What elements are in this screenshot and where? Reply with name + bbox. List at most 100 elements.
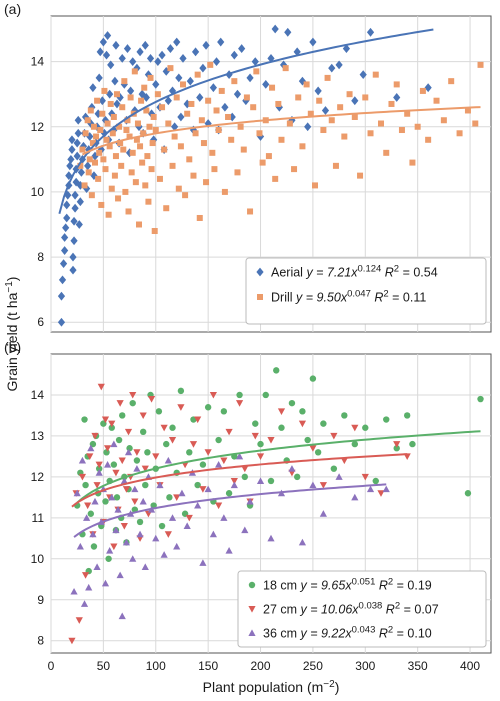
data-point	[414, 123, 421, 130]
data-point	[165, 120, 172, 127]
data-point	[330, 432, 338, 440]
legend-marker	[257, 294, 263, 300]
data-point	[191, 47, 200, 57]
data-point	[98, 96, 106, 106]
data-point	[125, 208, 132, 215]
data-point	[241, 526, 249, 534]
data-point	[122, 538, 131, 546]
data-point	[110, 440, 118, 448]
data-point	[168, 514, 177, 521]
data-point	[61, 233, 69, 242]
data-point	[61, 246, 69, 255]
data-point	[404, 110, 411, 117]
data-point	[129, 555, 137, 562]
data-point	[293, 473, 301, 481]
data-point	[393, 445, 400, 452]
y-tick-label: 11	[32, 511, 45, 525]
data-point	[103, 449, 110, 456]
data-point	[409, 440, 416, 448]
data-point	[129, 391, 137, 399]
data-point	[185, 514, 193, 522]
data-point	[278, 424, 285, 431]
y-tick-label: 9	[37, 593, 44, 607]
data-point	[221, 102, 229, 112]
data-point	[284, 27, 292, 37]
data-point	[154, 91, 161, 98]
panel-label-b: (b)	[4, 339, 21, 355]
data-point	[144, 449, 151, 456]
data-point	[337, 104, 344, 111]
data-point	[146, 53, 155, 63]
data-point	[81, 182, 88, 189]
data-point	[299, 408, 306, 415]
data-point	[141, 465, 149, 473]
data-point	[106, 547, 114, 554]
data-point	[80, 600, 89, 607]
legend-entry: 36 cm y = 9.22x0.043 R2 = 0.10	[263, 625, 432, 641]
data-point	[173, 542, 181, 550]
data-point	[252, 420, 259, 427]
data-point	[151, 228, 158, 235]
data-point	[272, 175, 279, 182]
data-point	[235, 452, 244, 460]
data-point	[100, 156, 107, 163]
data-point	[107, 60, 115, 70]
data-point	[278, 136, 285, 143]
data-point	[103, 31, 112, 40]
data-point	[97, 383, 105, 391]
data-point	[164, 96, 172, 106]
data-point	[81, 572, 90, 579]
data-point	[251, 57, 259, 67]
data-point	[286, 120, 293, 127]
data-point	[247, 208, 254, 215]
data-point	[167, 65, 174, 72]
data-point	[277, 408, 286, 415]
data-point	[464, 107, 471, 114]
data-point	[186, 76, 194, 86]
data-point	[76, 542, 84, 550]
data-point	[179, 53, 187, 63]
data-point	[199, 461, 207, 468]
data-point	[346, 91, 353, 98]
data-point	[419, 87, 426, 94]
data-point	[69, 252, 77, 262]
data-point	[156, 481, 164, 489]
data-point	[95, 461, 103, 469]
data-point	[128, 169, 135, 176]
data-point	[256, 453, 265, 460]
data-point	[303, 81, 310, 88]
data-point	[273, 367, 280, 374]
data-point	[265, 153, 272, 160]
y-tick-label: 12	[31, 120, 45, 134]
data-point	[163, 205, 170, 212]
data-point	[66, 161, 74, 171]
data-point	[220, 514, 228, 521]
data-point	[240, 146, 247, 153]
data-point	[351, 440, 359, 448]
data-point	[71, 203, 79, 213]
data-point	[304, 122, 312, 132]
data-point	[158, 522, 166, 530]
data-point	[103, 136, 110, 143]
data-point	[89, 83, 97, 93]
x-tick-label: 250	[303, 659, 323, 673]
data-point	[180, 81, 186, 88]
data-point	[393, 93, 401, 102]
data-point	[156, 175, 163, 182]
data-point	[199, 486, 207, 493]
y-tick-label: 8	[37, 634, 44, 648]
data-point	[186, 156, 193, 163]
data-point	[146, 123, 153, 130]
data-point	[93, 482, 101, 489]
data-point	[120, 477, 128, 484]
data-point	[161, 146, 168, 153]
data-point	[298, 76, 307, 86]
data-point	[129, 149, 136, 156]
data-point	[230, 481, 238, 489]
data-point	[154, 57, 162, 67]
data-point	[116, 123, 123, 130]
data-point	[256, 130, 263, 137]
data-point	[309, 37, 317, 47]
data-point	[309, 375, 317, 382]
